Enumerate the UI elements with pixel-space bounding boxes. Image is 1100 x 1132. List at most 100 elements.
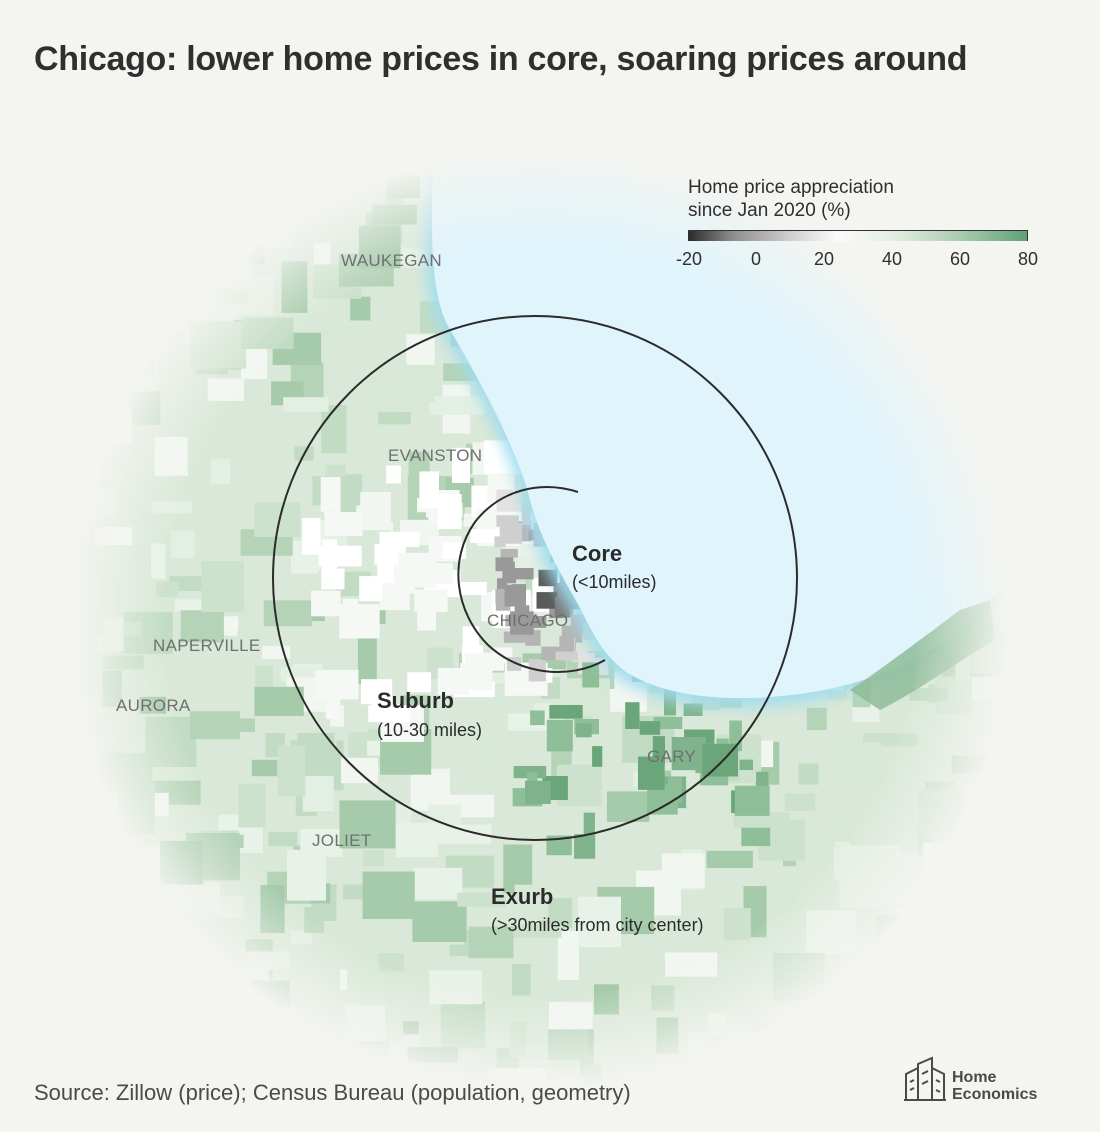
tract-patch — [254, 686, 304, 716]
tract-patch — [510, 1021, 527, 1059]
tract-patch — [536, 592, 558, 609]
tract-patch — [238, 783, 266, 828]
tract-patch — [993, 822, 1027, 846]
tract-patch — [361, 679, 393, 705]
tract-patch — [154, 264, 202, 287]
legend-color-scale — [688, 230, 1028, 241]
tract-patch — [114, 864, 142, 878]
tract-patch — [977, 741, 994, 754]
tract-patch — [72, 600, 104, 636]
tract-patch — [733, 812, 790, 829]
tract-patch — [1019, 815, 1064, 842]
tract-patch — [224, 994, 262, 1026]
tract-patch — [287, 849, 326, 901]
tract-patch — [378, 412, 411, 425]
tract-patch — [180, 610, 224, 643]
tract-patch — [514, 884, 549, 921]
tract-patch — [315, 669, 359, 700]
tract-patch — [190, 321, 247, 369]
zone-core-name: Core — [572, 541, 623, 566]
tract-patch — [201, 561, 244, 612]
tract-patch — [756, 771, 769, 789]
tract-patch — [359, 225, 401, 269]
tract-patch — [954, 1051, 999, 1071]
tract-patch — [806, 707, 827, 731]
tract-patch — [706, 850, 753, 868]
tract-patch — [594, 984, 619, 1015]
logo-line2: Economics — [952, 1086, 1038, 1103]
tract-patch — [277, 745, 306, 797]
tract-patch — [413, 867, 463, 900]
tract-patch — [160, 840, 203, 885]
tract-patch — [1009, 735, 1035, 757]
tract-patch — [342, 150, 377, 191]
tract-patch — [734, 785, 770, 816]
tract-patch — [671, 737, 706, 771]
tract-patch — [345, 1004, 386, 1041]
tract-patch — [383, 1012, 404, 1043]
tract-patch — [398, 552, 437, 588]
tract-patch — [429, 396, 485, 415]
tract-patch — [419, 471, 439, 509]
tract-patch — [687, 1032, 706, 1070]
tract-patch — [437, 494, 462, 529]
tract-patch — [541, 646, 561, 660]
tract-patch — [1021, 929, 1054, 968]
tract-patch — [548, 1029, 589, 1060]
tract-patch — [475, 735, 501, 765]
tract-patch — [558, 1087, 587, 1132]
tract-patch — [798, 763, 819, 785]
tract-patch — [500, 548, 518, 558]
tract-patch — [339, 604, 380, 639]
tract-patch — [886, 985, 936, 1029]
tract-patch — [263, 600, 313, 627]
tract-patch — [245, 198, 299, 217]
tract-patch — [171, 1062, 219, 1083]
tract-patch — [210, 855, 233, 870]
tract-patch — [512, 568, 534, 580]
tract-patch — [237, 629, 262, 644]
tract-patch — [773, 952, 825, 1001]
ring-10-miles — [457, 486, 606, 673]
tract-patch — [379, 531, 420, 548]
tract-patch — [656, 1017, 679, 1054]
dunes-strip — [850, 600, 995, 710]
tract-patch — [414, 589, 448, 612]
tract-patch — [378, 953, 404, 972]
tract-patch — [372, 204, 417, 225]
tract-patch — [84, 272, 113, 305]
zone-exurb-desc: (>30miles from city center) — [491, 915, 704, 935]
tract-patch — [639, 721, 661, 735]
tract-patch — [350, 296, 371, 321]
tract-patch — [339, 800, 396, 849]
tract-patch — [133, 1078, 148, 1102]
tract-patch — [741, 827, 771, 847]
tract-patch — [217, 289, 248, 304]
tract-patch — [1018, 851, 1073, 892]
tract-patch — [794, 1075, 831, 1120]
tract-patch — [546, 719, 573, 752]
tract-patch — [83, 852, 119, 869]
zone-exurb-name: Exurb — [491, 884, 554, 909]
tract-patch — [396, 822, 438, 858]
city-label-evanston: EVANSTON — [388, 446, 483, 465]
tract-patch — [81, 916, 123, 947]
tract-patch — [592, 746, 603, 767]
tract-patch — [283, 397, 329, 412]
tract-patch — [468, 926, 514, 959]
tract-patch — [189, 164, 239, 178]
tract-patch — [510, 611, 534, 635]
city-label-naperville: NAPERVILLE — [153, 636, 261, 655]
tract-patch — [228, 150, 270, 167]
tract-patch — [371, 703, 401, 720]
tract-patch — [71, 446, 100, 492]
tract-patch — [318, 545, 362, 567]
tract-patch — [583, 812, 595, 845]
tract-patch — [412, 1079, 462, 1106]
tract-patch — [839, 1052, 892, 1087]
tract-patch — [923, 842, 955, 894]
tract-patch — [575, 723, 592, 738]
tract-patch — [126, 158, 175, 206]
zone-suburb-name: Suburb — [377, 688, 454, 713]
tract-patch — [625, 702, 640, 729]
